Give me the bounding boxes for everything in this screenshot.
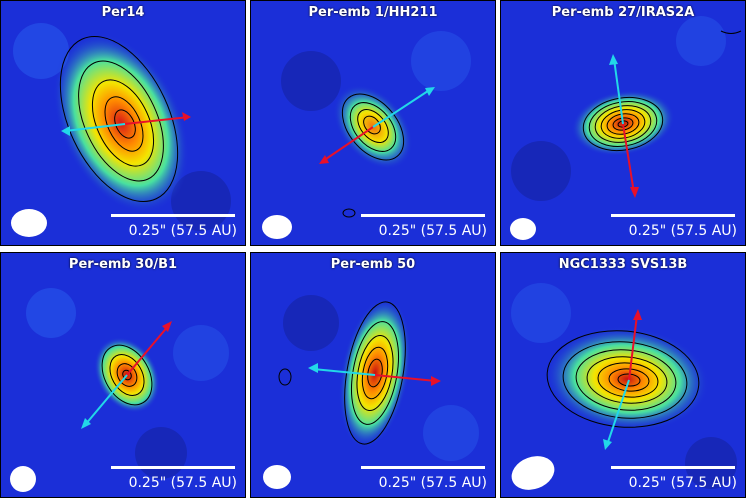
panel-image [501,253,745,497]
redshifted-outflow-arrow [374,374,437,382]
panel-title: Per-emb 30/B1 [68,257,178,272]
red-arrowhead [182,112,191,121]
scale-bar [361,466,485,469]
red-arrowhead [431,376,441,386]
blueshifted-outflow-arrow [606,379,630,446]
scale-label: 0.25" (57.5 AU) [628,223,737,239]
redshifted-outflow-arrow [126,324,170,376]
panel-image [251,1,495,245]
red-arrowhead [630,187,639,198]
panel-image [501,1,745,245]
scale-label: 0.25" (57.5 AU) [378,475,487,491]
blueshifted-outflow-arrow [84,374,128,426]
panel-image [1,253,245,497]
redshifted-outflow-arrow [124,116,190,125]
scale-bar [111,466,235,469]
beam-ellipse [10,466,36,492]
blueshifted-outflow-arrow [64,123,126,132]
panel-title: Per-emb 50 [330,257,416,272]
beam-ellipse [262,215,292,239]
scale-label: 0.25" (57.5 AU) [628,475,737,491]
redshifted-outflow-arrow [622,123,635,194]
blue-arrowhead [609,54,618,65]
beam-ellipse [11,209,47,237]
blueshifted-outflow-arrow [312,368,376,376]
contour-lines [341,93,405,218]
panel-image [251,253,495,497]
contour-lines [546,330,700,428]
panel-per14: Per14 0.25" (57.5 AU) [0,0,246,246]
panel-per-emb-30: Per-emb 30/B1 0.25" (57.5 AU) [0,252,246,498]
contour-lines [59,35,179,203]
blue-arrowhead [603,439,612,450]
scale-label: 0.25" (57.5 AU) [128,223,237,239]
panel-per-emb-27: Per-emb 27/IRAS2A 0.25" (57.5 AU) [500,0,746,246]
panel-image [1,1,245,245]
panel-ngc1333-svs13b: NGC1333 SVS13B 0.25" (57.5 AU) [500,252,746,498]
panel-title: Per-emb 27/IRAS2A [551,5,695,20]
red-arrowhead [319,155,329,164]
panel-title: Per14 [101,5,145,20]
scale-bar [111,214,235,217]
redshifted-outflow-arrow [628,314,638,381]
blue-arrowhead [425,87,435,96]
blue-arrowhead [308,363,318,373]
blue-arrowhead [61,126,70,136]
scale-label: 0.25" (57.5 AU) [378,223,487,239]
blueshifted-outflow-arrow [613,58,624,125]
contour-lines [101,344,153,406]
panel-title: NGC1333 SVS13B [558,257,688,272]
red-arrowhead [633,309,642,320]
panel-per-emb-1: Per-emb 1/HH211 0.25" (57.5 AU) [250,0,496,246]
emission-blob [339,297,411,449]
scale-bar [611,214,735,217]
beam-ellipse [511,456,555,490]
beam-ellipse [263,465,291,489]
blueshifted-outflow-arrow [372,88,432,128]
scale-bar [361,214,485,217]
beam-ellipse [510,218,536,240]
scale-bar [611,466,735,469]
emission-blob [53,33,189,213]
panel-per-emb-50: Per-emb 50 0.25" (57.5 AU) [250,252,496,498]
panel-title: Per-emb 1/HH211 [308,5,438,20]
red-arrowhead [162,321,172,332]
redshifted-outflow-arrow [322,126,374,162]
emission-blob [545,326,709,432]
scale-label: 0.25" (57.5 AU) [128,475,237,491]
blue-arrowhead [81,418,91,429]
